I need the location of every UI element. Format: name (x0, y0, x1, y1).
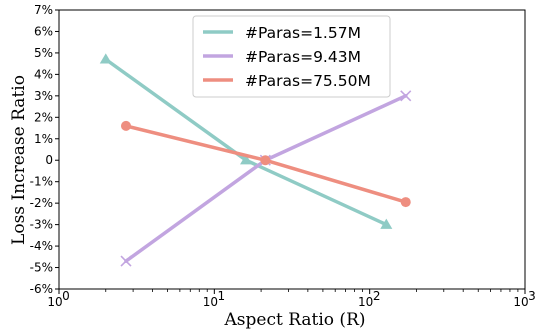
x-axis-ticks: 10 0 10 1 10 2 10 3 (47, 289, 536, 309)
x-tick-exponent: 0 (62, 289, 70, 303)
x-marker-stroke (120, 255, 132, 267)
triangle-marker (99, 53, 112, 64)
y-tick-label: 5% (34, 46, 53, 60)
x-marker (400, 90, 412, 102)
y-axis-label: Loss Increase Ratio (9, 75, 29, 245)
series-layer (99, 53, 412, 267)
circle-marker (260, 155, 271, 166)
y-tick-label: 0 (45, 153, 53, 167)
x-tick-exponent: 3 (528, 289, 536, 303)
legend-label: #Paras=9.43M (245, 48, 361, 66)
y-tick-label: 2% (34, 110, 53, 124)
plot-area (58, 9, 526, 290)
series (99, 53, 393, 229)
y-tick-label: 3% (34, 89, 53, 103)
y-tick-label: -5% (30, 261, 53, 275)
legend-label: #Paras=75.50M (245, 72, 371, 90)
x-marker-stroke (400, 90, 412, 102)
triangle-marker (240, 154, 253, 165)
x-tick-label: 10 (513, 295, 528, 309)
plot-frame (58, 9, 526, 290)
y-tick-label: -2% (30, 196, 53, 210)
x-axis-label: Aspect Ratio (R) (224, 310, 366, 330)
legend-label: #Paras=1.57M (245, 24, 361, 42)
y-tick-label: 7% (34, 3, 53, 17)
y-tick-label: 4% (34, 67, 53, 81)
x-tick-label: 10 (203, 295, 218, 309)
series (121, 120, 411, 208)
triangle-marker (380, 218, 393, 229)
x-marker (120, 255, 132, 267)
legend-box (192, 15, 391, 98)
x-tick-label: 10 (47, 295, 62, 309)
y-axis-ticks: -6% -5% -4% -3% -2% -1% 0 1% 2% 3% 4% 5% 6% 7% (30, 3, 59, 296)
circle-marker (121, 120, 132, 131)
series-line (124, 94, 408, 263)
y-tick-label: 6% (34, 24, 53, 38)
y-tick-label: -3% (30, 218, 53, 232)
legend: #Paras=1.57M #Paras=9.43M #Paras=75.50M (192, 15, 391, 98)
x-tick-label: 10 (358, 295, 373, 309)
series (120, 90, 412, 267)
circle-marker (400, 197, 411, 208)
x-tick-exponent: 2 (373, 289, 381, 303)
y-tick-label: -1% (30, 175, 53, 189)
y-tick-label: -6% (30, 282, 53, 296)
y-tick-label: -4% (30, 239, 53, 253)
x-tick-exponent: 1 (218, 289, 226, 303)
y-tick-label: 1% (34, 132, 53, 146)
